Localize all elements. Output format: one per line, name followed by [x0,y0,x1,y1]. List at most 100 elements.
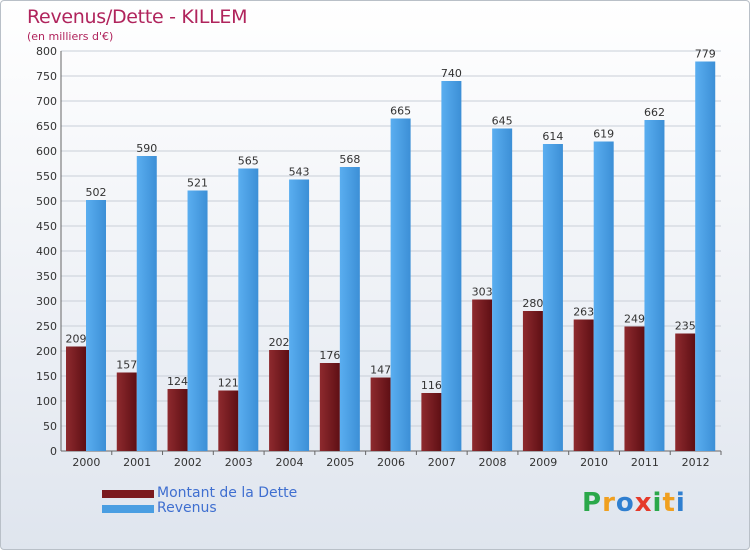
debt-value-label: 249 [624,313,645,326]
chart-title: Revenus/Dette - KILLEM [27,6,248,28]
revenue-value-label: 740 [441,67,462,80]
debt-bar [675,333,696,451]
x-tick-label: 2007 [428,456,456,469]
debt-value-label: 157 [116,359,137,372]
debt-bar [116,372,137,451]
y-tick-label: 650 [36,120,57,133]
debt-bar [167,389,188,451]
y-tick-label: 700 [36,95,57,108]
y-tick-label: 750 [36,70,57,83]
logo-letter: i [652,488,663,518]
debt-value-label: 121 [218,377,239,390]
revenue-bar [339,167,360,451]
revenue-bar [593,141,614,451]
legend-item-debt: Montant de la Dette [102,486,297,501]
debt-bar [624,326,645,451]
revenue-value-label: 645 [492,115,513,128]
y-tick-label: 350 [36,270,57,283]
debt-value-label: 280 [522,297,543,310]
debt-bar [421,393,442,451]
revenue-bar [644,120,665,451]
revenue-value-label: 521 [187,177,208,190]
revenue-bar [238,168,259,451]
debt-bar [218,390,239,451]
y-tick-label: 800 [36,45,57,58]
y-tick-label: 400 [36,245,57,258]
y-tick-label: 300 [36,295,57,308]
x-tick-label: 2005 [326,456,354,469]
logo-letter: r [602,488,616,518]
legend-item-revenue: Revenus [102,501,297,516]
x-tick-label: 2004 [275,456,303,469]
debt-bar [573,319,594,451]
revenue-bar [695,61,716,451]
logo-letter: i [675,488,686,518]
revenue-bar [492,128,513,451]
logo-letter: x [634,488,653,518]
y-tick-label: 150 [36,370,57,383]
x-tick-label: 2011 [631,456,659,469]
revenue-bar [86,200,106,451]
debt-value-label: 202 [269,336,290,349]
legend-label-debt: Montant de la Dette [157,485,298,501]
debt-value-label: 116 [421,379,442,392]
x-tick-label: 2009 [529,456,557,469]
debt-bar [370,377,391,451]
revenue-value-label: 565 [238,155,259,168]
debt-value-label: 235 [675,320,696,333]
y-tick-label: 450 [36,220,57,233]
debt-value-label: 263 [573,306,594,319]
x-tick-label: 2006 [377,456,405,469]
y-tick-label: 500 [36,195,57,208]
y-tick-label: 0 [50,445,57,458]
proxiti-logo: Proxiti [582,488,686,518]
y-tick-label: 550 [36,170,57,183]
y-tick-label: 200 [36,345,57,358]
revenue-value-label: 568 [339,153,360,166]
x-tick-label: 2008 [479,456,507,469]
revenue-bar [187,190,208,451]
debt-value-label: 147 [370,364,391,377]
revenue-bar [441,81,462,451]
revenue-bar [542,144,563,451]
x-tick-label: 2012 [682,456,710,469]
y-tick-label: 250 [36,320,57,333]
x-tick-label: 2000 [72,456,100,469]
revenue-value-label: 502 [86,186,107,199]
revenue-value-label: 619 [593,128,614,141]
debt-bar [319,363,340,451]
revenue-value-label: 590 [136,142,157,155]
debt-bar [472,299,493,451]
revenue-bar [390,118,411,451]
debt-bar [66,346,86,451]
y-tick-label: 600 [36,145,57,158]
revenue-bar [289,179,310,451]
chart-subtitle: (en milliers d'€) [27,30,114,43]
x-tick-label: 2002 [174,456,202,469]
logo-letter: P [582,488,603,518]
revenue-value-label: 665 [390,105,411,118]
debt-bar [269,350,290,451]
revenue-value-label: 543 [289,166,310,179]
debt-bar [522,311,543,451]
x-tick-label: 2003 [225,456,253,469]
debt-value-label: 176 [319,349,340,362]
y-tick-label: 100 [36,395,57,408]
legend-swatch-debt [102,489,154,498]
debt-value-label: 209 [66,333,87,346]
legend-label-revenue: Revenus [157,500,217,516]
revenue-value-label: 779 [695,48,716,61]
revenue-value-label: 614 [542,130,563,143]
y-tick-label: 50 [43,420,57,433]
logo-letter: o [615,488,635,518]
revenue-value-label: 662 [644,106,665,119]
logo-letter: t [662,488,676,518]
revenue-bar [136,156,157,451]
x-tick-label: 2010 [580,456,608,469]
debt-value-label: 124 [167,375,188,388]
legend: Montant de la Dette Revenus [102,486,297,516]
legend-swatch-revenue [102,504,154,513]
debt-value-label: 303 [472,286,493,299]
